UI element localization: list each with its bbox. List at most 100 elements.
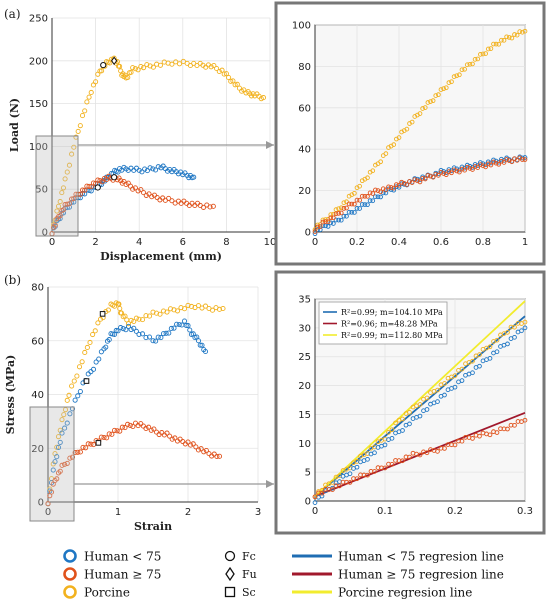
data-point — [499, 37, 504, 43]
data-point — [82, 187, 88, 193]
data-point — [220, 305, 226, 312]
data-point — [72, 397, 78, 403]
data-point — [150, 64, 156, 70]
data-point — [64, 397, 70, 403]
fc-marker — [111, 174, 118, 181]
data-point — [201, 449, 207, 455]
y-tick-label: 0 — [42, 228, 48, 239]
data-point — [417, 413, 423, 419]
data-point — [106, 337, 112, 343]
data-point — [125, 321, 132, 327]
x-tick-label: 0.4 — [391, 237, 407, 248]
y-tick-label: 250 — [29, 14, 48, 25]
data-point — [148, 427, 154, 433]
legend-symbol-label: Fc — [242, 550, 256, 563]
data-point — [522, 319, 528, 325]
data-point — [139, 331, 146, 337]
y-tick-label: 100 — [29, 142, 48, 153]
data-point — [522, 157, 528, 162]
data-point — [169, 198, 175, 204]
y-tick-label: 40 — [298, 145, 311, 156]
data-point — [59, 462, 65, 468]
data-point — [404, 182, 410, 187]
data-point — [57, 199, 63, 205]
data-point — [388, 185, 394, 190]
data-point — [391, 142, 397, 147]
data-point — [55, 434, 62, 440]
data-point — [494, 349, 500, 355]
data-point — [435, 387, 440, 393]
data-point — [219, 67, 225, 73]
data-point — [52, 222, 58, 228]
data-point — [464, 164, 470, 170]
data-point — [475, 56, 481, 62]
data-point — [389, 461, 395, 467]
data-point — [509, 159, 515, 165]
data-point — [467, 163, 473, 169]
data-point — [188, 442, 194, 448]
data-point — [522, 325, 528, 331]
data-point — [520, 29, 525, 35]
data-point — [347, 471, 353, 477]
data-point — [96, 356, 102, 362]
data-point — [435, 399, 440, 404]
data-point — [139, 317, 146, 323]
zoom-arrow-a — [266, 141, 274, 149]
data-point — [470, 167, 475, 172]
zoom-box-b — [29, 406, 75, 522]
data-point — [462, 66, 467, 72]
data-point — [483, 164, 488, 170]
regression-legend — [318, 301, 448, 345]
data-point — [130, 186, 136, 192]
data-point — [93, 79, 99, 85]
data-point — [164, 430, 170, 436]
data-point — [50, 467, 56, 473]
data-point — [55, 203, 62, 209]
data-point — [130, 423, 136, 430]
data-point — [452, 384, 458, 390]
data-point — [354, 476, 360, 482]
data-point — [128, 69, 134, 75]
data-point — [506, 35, 512, 40]
data-point — [496, 161, 502, 167]
data-point — [400, 416, 405, 422]
data-point — [354, 197, 360, 203]
data-point — [169, 436, 175, 442]
data-point — [457, 169, 462, 175]
data-point — [491, 157, 496, 163]
y-tick-label: 20 — [31, 444, 44, 455]
data-point — [76, 364, 83, 370]
data-point — [375, 188, 381, 193]
data-point — [420, 176, 425, 181]
y-tick-label: 30 — [298, 323, 311, 334]
y-tick-label: 15 — [298, 410, 311, 421]
data-point — [520, 157, 525, 162]
data-point — [451, 167, 457, 173]
data-point — [512, 324, 517, 330]
data-point — [459, 67, 465, 73]
data-point — [441, 86, 446, 92]
data-point — [459, 438, 465, 444]
data-point — [106, 431, 112, 437]
y-tick-label: 60 — [31, 336, 44, 347]
data-point — [155, 334, 161, 340]
data-point — [90, 366, 97, 372]
data-point — [226, 74, 232, 81]
data-point — [211, 62, 217, 69]
data-point — [312, 494, 318, 500]
data-point — [83, 445, 89, 451]
x-tick-label: 0.2 — [349, 237, 365, 248]
data-point — [114, 428, 120, 434]
legend: Human < 75 Human ≥ 75 Porcine Fc Fu Sc Human <… — [63, 549, 504, 600]
data-point — [138, 64, 144, 70]
data-point — [232, 82, 238, 88]
x-tick-label: 0.1 — [377, 506, 393, 517]
data-point — [230, 78, 236, 84]
data-point — [128, 326, 134, 333]
data-point — [64, 169, 70, 175]
data-point — [191, 174, 197, 180]
data-point — [483, 162, 488, 168]
data-point — [496, 159, 502, 165]
data-point — [354, 464, 360, 470]
data-point — [131, 325, 137, 331]
